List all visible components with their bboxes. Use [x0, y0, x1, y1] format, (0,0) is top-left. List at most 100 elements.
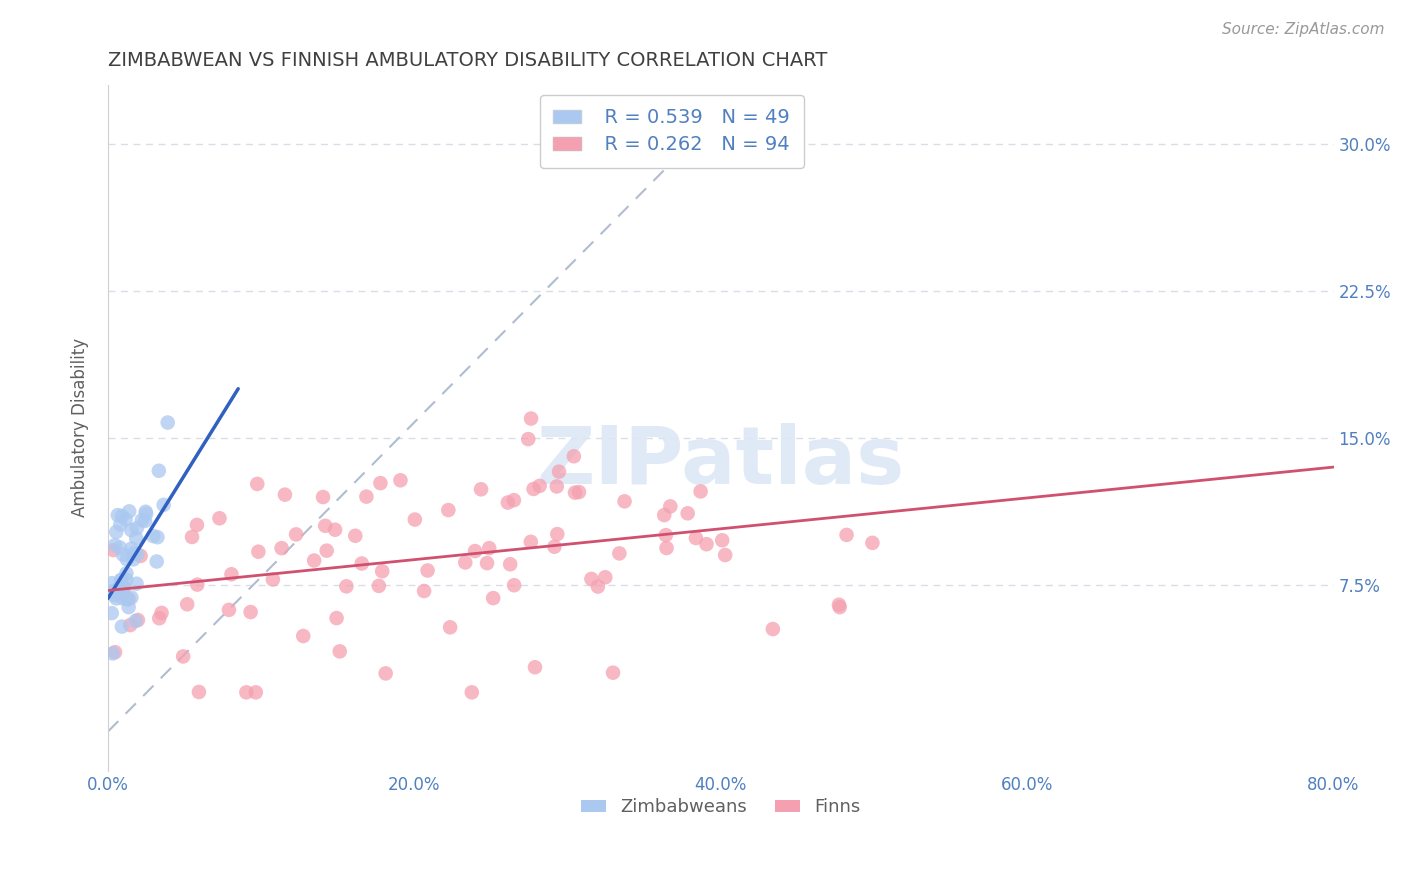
Point	[503, 578, 526, 592]
Point	[325, 611, 347, 625]
Point	[107, 581, 129, 595]
Point	[148, 611, 170, 625]
Point	[107, 586, 129, 600]
Point	[110, 517, 132, 532]
Point	[111, 619, 134, 633]
Point	[135, 505, 157, 519]
Point	[245, 685, 267, 699]
Point	[122, 552, 145, 566]
Point	[529, 479, 551, 493]
Point	[344, 529, 367, 543]
Point	[314, 518, 336, 533]
Point	[274, 488, 297, 502]
Text: Source: ZipAtlas.com: Source: ZipAtlas.com	[1222, 22, 1385, 37]
Point	[695, 537, 717, 551]
Point	[122, 546, 145, 560]
Point	[103, 543, 125, 558]
Point	[370, 476, 392, 491]
Point	[150, 606, 173, 620]
Point	[187, 685, 209, 699]
Point	[142, 529, 165, 543]
Point	[762, 622, 785, 636]
Point	[475, 556, 498, 570]
Point	[115, 552, 138, 566]
Point	[546, 479, 568, 493]
Point	[350, 557, 373, 571]
Point	[439, 620, 461, 634]
Point	[125, 576, 148, 591]
Point	[315, 543, 337, 558]
Point	[112, 581, 135, 595]
Point	[568, 485, 591, 500]
Point	[478, 541, 501, 556]
Point	[110, 573, 132, 587]
Point	[564, 485, 586, 500]
Point	[115, 573, 138, 587]
Point	[105, 524, 128, 539]
Point	[655, 528, 678, 542]
Point	[104, 538, 127, 552]
Point	[101, 647, 124, 661]
Point	[835, 528, 858, 542]
Point	[437, 503, 460, 517]
Point	[100, 606, 122, 620]
Point	[107, 508, 129, 522]
Point	[496, 495, 519, 509]
Point	[112, 580, 135, 594]
Point	[689, 484, 711, 499]
Point	[131, 513, 153, 527]
Point	[461, 685, 484, 699]
Point	[186, 517, 208, 532]
Point	[118, 504, 141, 518]
Point	[520, 411, 543, 425]
Point	[470, 483, 492, 497]
Point	[652, 508, 675, 522]
Point	[135, 507, 157, 521]
Point	[101, 584, 124, 599]
Point	[121, 541, 143, 556]
Point	[602, 665, 624, 680]
Point	[101, 576, 124, 591]
Point	[110, 573, 132, 587]
Point	[145, 554, 167, 568]
Point	[115, 566, 138, 581]
Point	[235, 685, 257, 699]
Point	[546, 527, 568, 541]
Point	[523, 660, 546, 674]
Point	[828, 598, 851, 612]
Point	[464, 544, 486, 558]
Point	[356, 490, 378, 504]
Point	[239, 605, 262, 619]
Point	[685, 531, 707, 545]
Point	[125, 521, 148, 535]
Point	[114, 512, 136, 526]
Point	[120, 591, 142, 605]
Point	[862, 536, 884, 550]
Point	[103, 588, 125, 602]
Point	[172, 649, 194, 664]
Point	[828, 600, 851, 615]
Point	[146, 530, 169, 544]
Point	[503, 493, 526, 508]
Point	[270, 541, 292, 556]
Point	[105, 591, 128, 606]
Point	[562, 450, 585, 464]
Point	[118, 600, 141, 615]
Point	[292, 629, 315, 643]
Point	[520, 534, 543, 549]
Point	[104, 645, 127, 659]
Legend: Zimbabweans, Finns: Zimbabweans, Finns	[574, 791, 868, 823]
Point	[120, 523, 142, 537]
Point	[482, 591, 505, 606]
Point	[134, 514, 156, 528]
Point	[323, 523, 346, 537]
Point	[111, 508, 134, 523]
Point	[676, 506, 699, 520]
Point	[120, 618, 142, 632]
Point	[111, 591, 134, 606]
Point	[148, 464, 170, 478]
Point	[221, 567, 243, 582]
Point	[655, 541, 678, 555]
Point	[335, 579, 357, 593]
Point	[156, 416, 179, 430]
